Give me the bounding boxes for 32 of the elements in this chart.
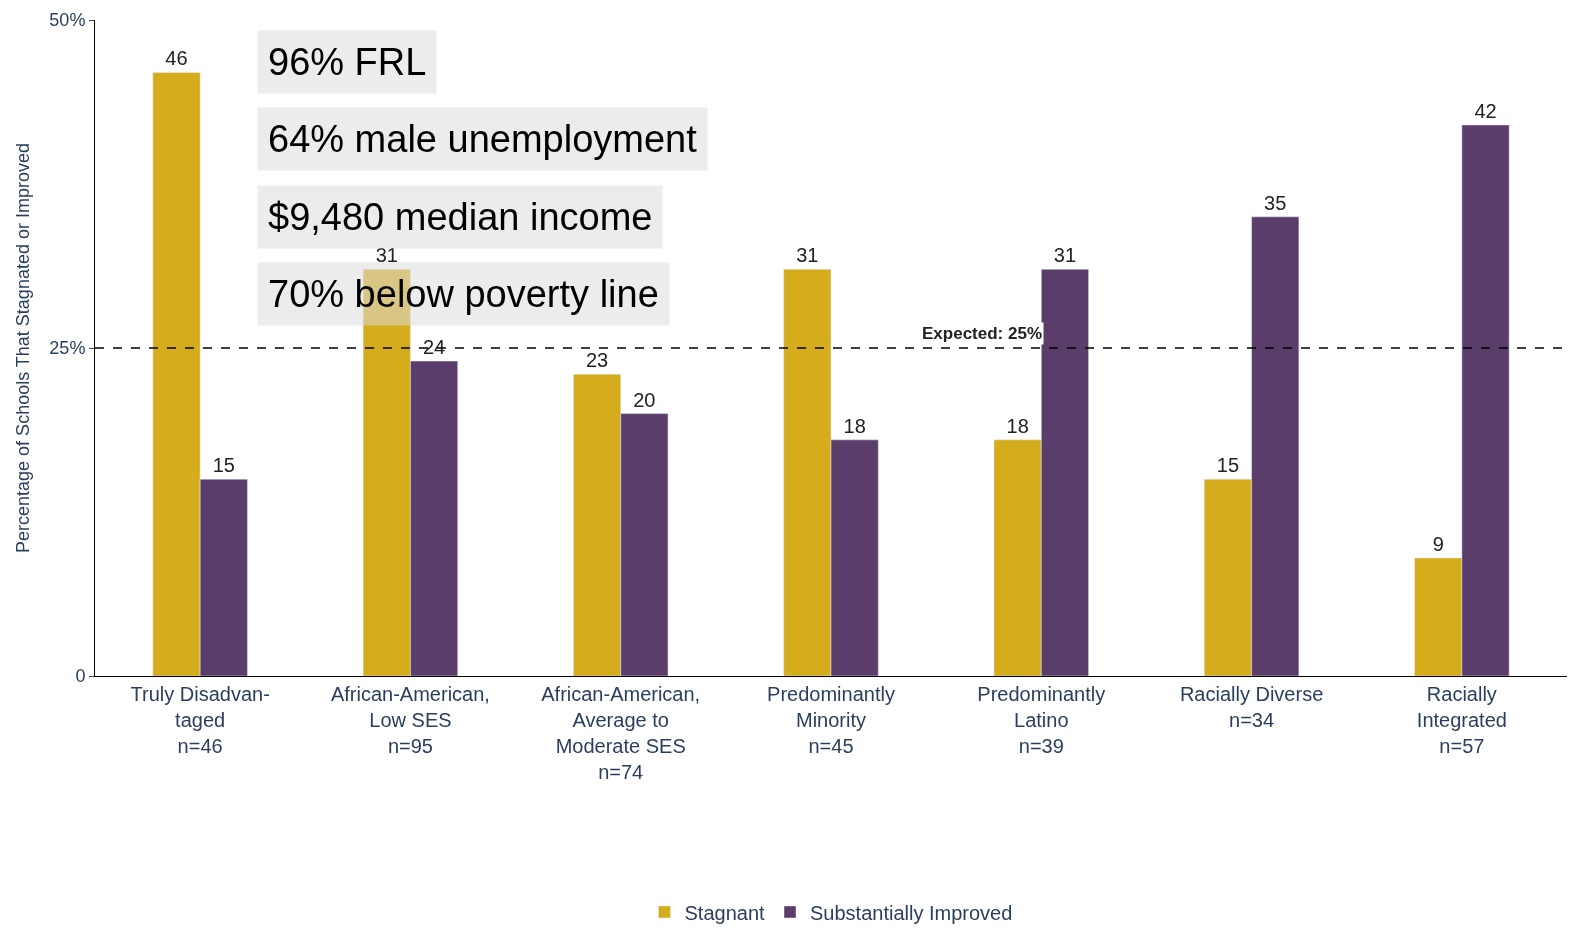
data-label: 20 [633,388,656,411]
data-label: 42 [1474,99,1497,122]
data-label: 18 [843,414,866,437]
data-label: 31 [1053,244,1077,267]
data-label: 31 [796,244,819,267]
annotation: 64% male unemployment [268,118,698,160]
annotation: $9,480 median income [268,196,653,238]
y-tick-label: 0 [75,666,86,687]
data-label: 15 [212,454,235,477]
y-tick-label: 25% [49,338,86,359]
x-tick-label: Racially Integrated n=57 [1416,683,1507,757]
x-tick-label: Racially Diverse n=34 [1179,683,1324,731]
data-label: 9 [1432,532,1444,555]
x-tick-label: Predominantly Latino n=39 [977,683,1106,757]
legend-label: Stagnant [684,901,766,924]
annotation: 70% below poverty line [268,273,659,315]
y-axis-title: Percentage of Schools That Stagnated or Improved [12,143,33,553]
data-label: 35 [1264,191,1287,214]
y-tick-label: 50% [49,10,86,31]
annotation: 96% FRL [268,41,427,83]
data-label: 31 [375,244,398,267]
ref-line-label: Expected: 25% [922,324,1042,343]
data-label: 18 [1006,414,1029,437]
x-tick-label: African-American, Average to Moderate SES n=74 [541,683,701,783]
x-tick-label: Predominantly Minority n=45 [767,683,895,757]
data-label: 15 [1216,454,1240,477]
legend-label: Substantially Improved [810,901,1013,924]
x-tick-label: Truly Disadvan- taged n=46 [130,683,270,757]
x-tick-label: African-American, Low SES n=95 [330,683,490,757]
data-label: 23 [585,349,609,372]
data-label: 24 [422,336,446,359]
data-label: 46 [165,47,188,70]
